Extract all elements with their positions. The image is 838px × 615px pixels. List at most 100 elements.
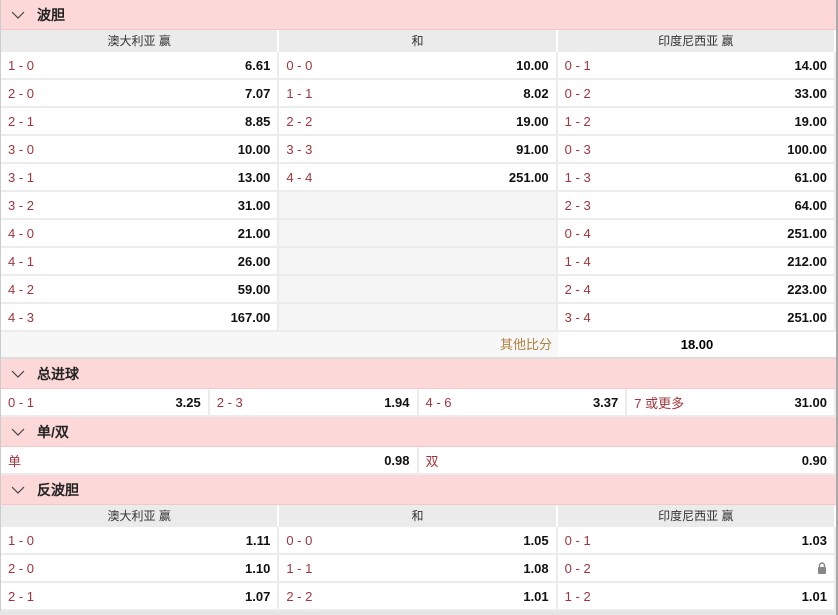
selection-label: 2 - 3 [216, 394, 243, 410]
empty-cell [279, 276, 558, 302]
selection-label: 4 - 2 [8, 281, 35, 297]
odds-cell[interactable]: 3 - 4 251.00 [557, 304, 836, 330]
odds-cell[interactable]: 1 - 3 61.00 [557, 164, 836, 190]
table-row: 1 - 0 1.11 0 - 0 1.05 0 - 1 1.03 [1, 527, 836, 555]
odds-cell[interactable]: 0 - 0 1.05 [279, 527, 558, 553]
empty-cell [279, 192, 558, 218]
odds-cell[interactable]: 1 - 2 19.00 [557, 108, 836, 134]
selection-label: 7 或更多 [634, 395, 685, 411]
odds-value: 91.00 [516, 141, 549, 157]
selection-label: 4 - 4 [286, 169, 313, 185]
table-row: 3 - 0 10.00 3 - 3 91.00 0 - 3 100.00 [1, 136, 836, 164]
chevron-down-icon [11, 11, 25, 19]
chevron-down-icon [11, 486, 25, 494]
odds-cell[interactable]: 0 - 0 10.00 [279, 52, 558, 78]
odds-cell[interactable]: 0 - 4 251.00 [557, 220, 836, 246]
selection-label: 1 - 4 [564, 253, 591, 269]
table-row: 2 - 0 7.07 1 - 1 8.02 0 - 2 33.00 [1, 80, 836, 108]
odds-cell[interactable]: 1 - 1 1.08 [279, 555, 558, 581]
lock-icon [817, 562, 826, 574]
odds-cell[interactable]: 4 - 2 59.00 [1, 276, 280, 302]
odds-value: 10.00 [237, 141, 271, 157]
section-title: 单/双 [37, 423, 69, 440]
odds-value: 14.00 [794, 57, 827, 73]
odds-cell[interactable]: 0 - 1 1.03 [557, 527, 836, 553]
odds-cell[interactable]: 1 - 2 1.01 [557, 583, 836, 609]
selection-label: 4 - 3 [8, 309, 35, 325]
column-header: 印度尼西亚 赢 [558, 505, 836, 527]
odds-cell[interactable]: 4 - 6 3.37 [418, 389, 628, 415]
selection-label: 1 - 2 [564, 588, 591, 604]
selection-label: 0 - 1 [564, 57, 591, 73]
odds-cell[interactable]: 3 - 1 13.00 [1, 164, 280, 190]
selection-label: 2 - 2 [286, 588, 313, 604]
odds-cell[interactable]: 3 - 0 10.00 [1, 136, 280, 162]
odds-cell[interactable]: 2 - 3 64.00 [557, 192, 836, 218]
odds-cell[interactable]: 2 - 1 1.07 [1, 583, 280, 609]
odds-value: 31.00 [794, 394, 827, 410]
odds-cell[interactable]: 0 - 1 14.00 [557, 52, 836, 78]
odds-cell[interactable]: 2 - 1 8.85 [1, 108, 280, 134]
odds-cell[interactable]: 单 0.98 [1, 447, 419, 473]
odds-cell[interactable]: 2 - 3 1.94 [209, 389, 419, 415]
odds-cell[interactable]: 1 - 0 1.11 [1, 527, 280, 553]
odds-cell[interactable]: 0 - 2 33.00 [557, 80, 836, 106]
odds-cell[interactable]: 0 - 2 [557, 555, 836, 581]
reverse-score-header[interactable]: 反波胆 [1, 475, 836, 505]
odds-cell[interactable]: 2 - 0 7.07 [1, 80, 280, 106]
column-header: 澳大利亚 赢 [1, 30, 280, 52]
odds-cell[interactable]: 4 - 0 21.00 [1, 220, 280, 246]
selection-label: 2 - 0 [8, 560, 35, 576]
odds-value: 33.00 [794, 85, 827, 101]
selection-label: 0 - 2 [564, 85, 591, 101]
selection-label: 2 - 1 [8, 113, 35, 129]
column-headers: 澳大利亚 赢和印度尼西亚 赢 [1, 505, 836, 527]
odds-cell[interactable]: 1 - 0 6.61 [1, 52, 280, 78]
selection-label: 3 - 1 [8, 169, 35, 185]
chevron-down-icon [11, 370, 25, 378]
odds-cell[interactable]: 3 - 3 91.00 [279, 136, 558, 162]
odds-cell[interactable]: 4 - 3 167.00 [1, 304, 280, 330]
odds-value: 31.00 [237, 197, 271, 213]
column-headers: 澳大利亚 赢和印度尼西亚 赢 [1, 30, 836, 52]
selection-label: 0 - 2 [564, 560, 591, 576]
odds-cell[interactable]: 2 - 2 1.01 [279, 583, 558, 609]
column-header: 和 [279, 30, 558, 52]
odds-value: 251.00 [787, 309, 827, 325]
odds-cell[interactable]: 0 - 1 3.25 [1, 389, 210, 415]
table-row: 3 - 2 31.00 2 - 3 64.00 [1, 192, 836, 220]
odds-value: 18.00 [558, 332, 836, 357]
column-header: 和 [279, 505, 558, 527]
odds-cell[interactable]: 1 - 1 8.02 [279, 80, 558, 106]
odds-cell[interactable]: 4 - 1 26.00 [1, 248, 280, 274]
odds-value: 251.00 [787, 225, 827, 241]
odds-value: 1.01 [523, 588, 549, 604]
selection-label: 单 [8, 453, 22, 469]
odds-cell[interactable]: 4 - 4 251.00 [279, 164, 558, 190]
odds-value: 19.00 [794, 113, 827, 129]
selection-label: 4 - 1 [8, 253, 35, 269]
odd-even-header[interactable]: 单/双 [1, 417, 836, 447]
selection-label: 1 - 2 [564, 113, 591, 129]
empty-cell [279, 248, 558, 274]
odds-value: 1.94 [384, 394, 410, 410]
odds-value: 100.00 [787, 141, 827, 157]
other-scores-row[interactable]: 其他比分 18.00 [1, 332, 836, 359]
odds-value: 223.00 [787, 281, 827, 297]
odds-cell[interactable]: 0 - 3 100.00 [557, 136, 836, 162]
selection-label: 0 - 0 [286, 57, 313, 73]
odds-cell[interactable]: 2 - 4 223.00 [557, 276, 836, 302]
odds-cell[interactable]: 1 - 4 212.00 [557, 248, 836, 274]
correct-score-header[interactable]: 波胆 [1, 0, 836, 30]
odds-cell[interactable]: 2 - 0 1.10 [1, 555, 280, 581]
odds-cell[interactable]: 双 0.90 [418, 447, 836, 473]
table-row: 2 - 1 1.07 2 - 2 1.01 1 - 2 1.01 [1, 583, 836, 611]
total-goals-header[interactable]: 总进球 [1, 359, 836, 389]
odds-cell[interactable]: 3 - 2 31.00 [1, 192, 280, 218]
odds-cell[interactable]: 7 或更多 31.00 [627, 389, 836, 415]
odds-value: 26.00 [237, 253, 271, 269]
odds-value: 1.08 [523, 560, 549, 576]
scrollbar[interactable] [836, 0, 838, 615]
odds-cell[interactable]: 2 - 2 19.00 [279, 108, 558, 134]
